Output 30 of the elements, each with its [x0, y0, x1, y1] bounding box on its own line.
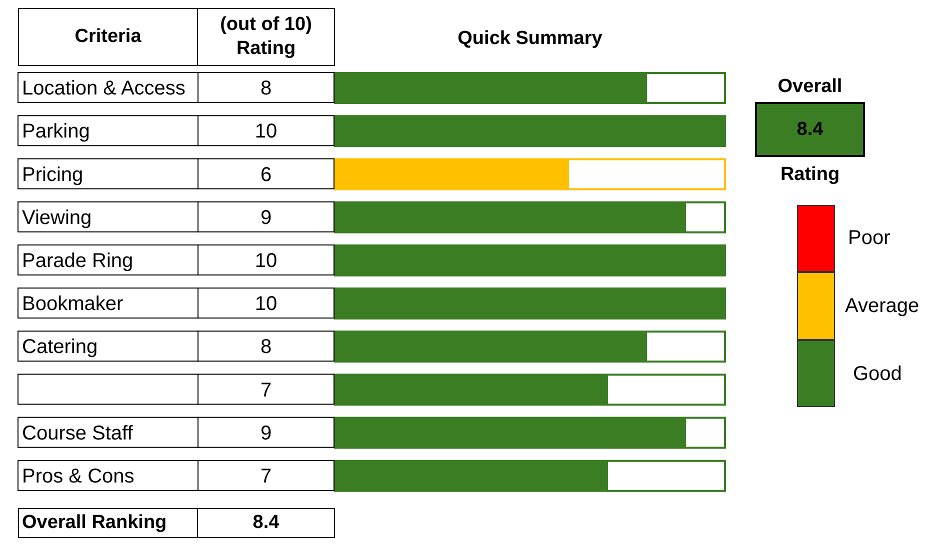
text: 8.4: [755, 102, 865, 157]
data-label: 8: [260, 336, 272, 358]
text: 8.4: [197, 508, 335, 538]
x-axis-title: (out of 10) Rating: [197, 8, 335, 66]
text: Overall Ranking: [18, 508, 198, 538]
y-tick-label: Pros & Cons: [22, 465, 134, 488]
data-label: 6: [260, 164, 272, 186]
y-tick-label: Viewing: [22, 206, 92, 229]
data-label: 7: [260, 465, 272, 488]
data-label: 10: [254, 293, 278, 316]
text: Good: [853, 363, 902, 386]
y-tick-label: Course Staff: [22, 422, 134, 444]
data-label: 7: [260, 379, 272, 402]
y-tick-label: Location & Access: [22, 78, 186, 100]
text: Poor: [848, 227, 890, 250]
data-label: 8: [260, 78, 272, 100]
y-tick-label: Pricing: [22, 164, 84, 186]
y-axis-title: Criteria: [18, 8, 198, 66]
text: Average: [845, 295, 920, 318]
y-tick-label: Parking: [22, 120, 90, 143]
text: Overall: [776, 76, 844, 98]
data-label: 9: [260, 422, 272, 444]
data-label: 10: [254, 250, 278, 272]
text: Rating: [779, 164, 841, 186]
data-label: 10: [254, 120, 278, 143]
chart-title: Quick Summary: [456, 28, 604, 50]
data-label: 9: [260, 206, 272, 229]
y-tick-label: Bookmaker: [22, 293, 124, 316]
y-tick-label: Catering: [22, 336, 98, 358]
y-tick-label: Parade Ring: [22, 250, 134, 272]
